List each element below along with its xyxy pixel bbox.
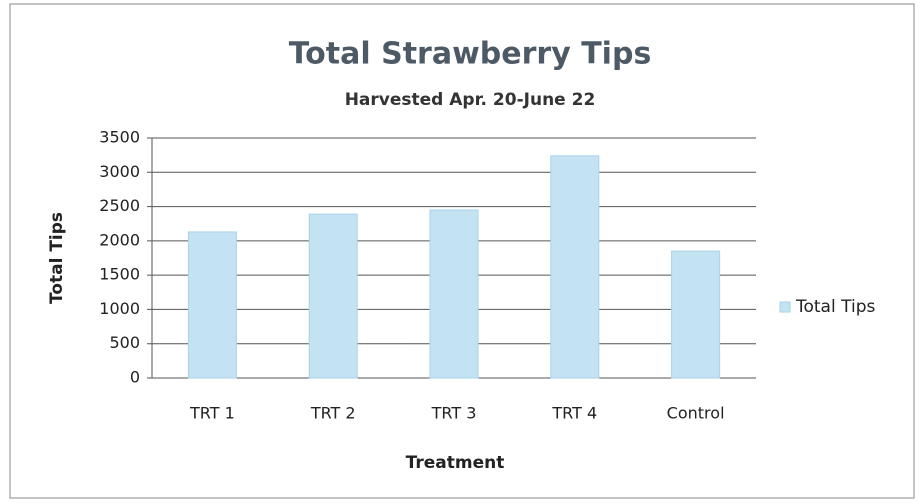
y-tick-label: 3000 [99,162,140,181]
bar [429,209,479,379]
chart-title: Total Strawberry Tips [289,37,652,72]
x-tick-label: TRT 1 [189,404,235,423]
y-axis-label: Total Tips [47,212,67,304]
legend-swatch [779,301,791,313]
bar [308,213,358,379]
x-tick-label: TRT 3 [431,404,477,423]
chart-subtitle: Harvested Apr. 20-June 22 [345,90,596,110]
y-tick-label: 3500 [99,128,140,147]
legend-label: Total Tips [795,297,875,317]
x-tick-label: TRT 2 [310,404,356,423]
x-tick-label: Control [667,404,725,423]
bar [187,231,237,379]
y-tick-label: 1000 [99,299,140,318]
y-tick-label: 500 [109,333,140,352]
y-tick-label: 1500 [99,265,140,284]
y-tick-label: 2500 [99,196,140,215]
x-tick-label: TRT 4 [551,404,597,423]
bar [671,250,721,379]
y-tick-label: 0 [130,368,140,387]
y-tick-label: 2000 [99,230,140,249]
bar [550,155,600,379]
x-axis-label: Treatment [406,453,505,473]
